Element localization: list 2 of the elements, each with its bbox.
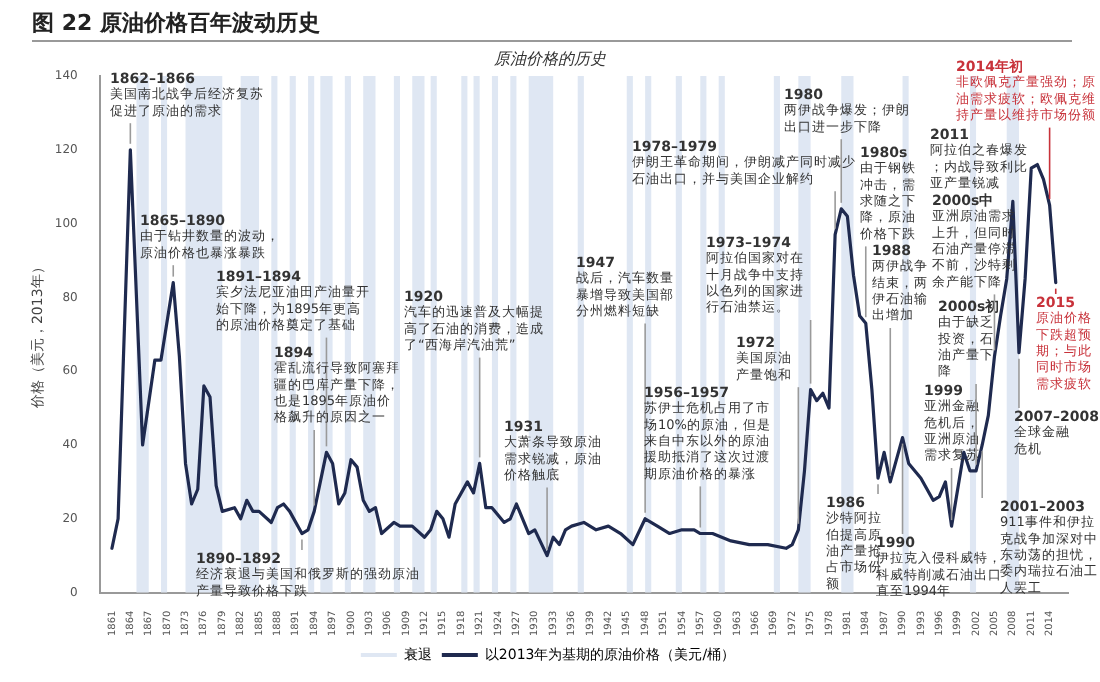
chart-subtitle: 原油价格的历史 xyxy=(494,50,606,68)
chart-title: 图 22 原油价格百年波动历史 xyxy=(32,8,320,38)
